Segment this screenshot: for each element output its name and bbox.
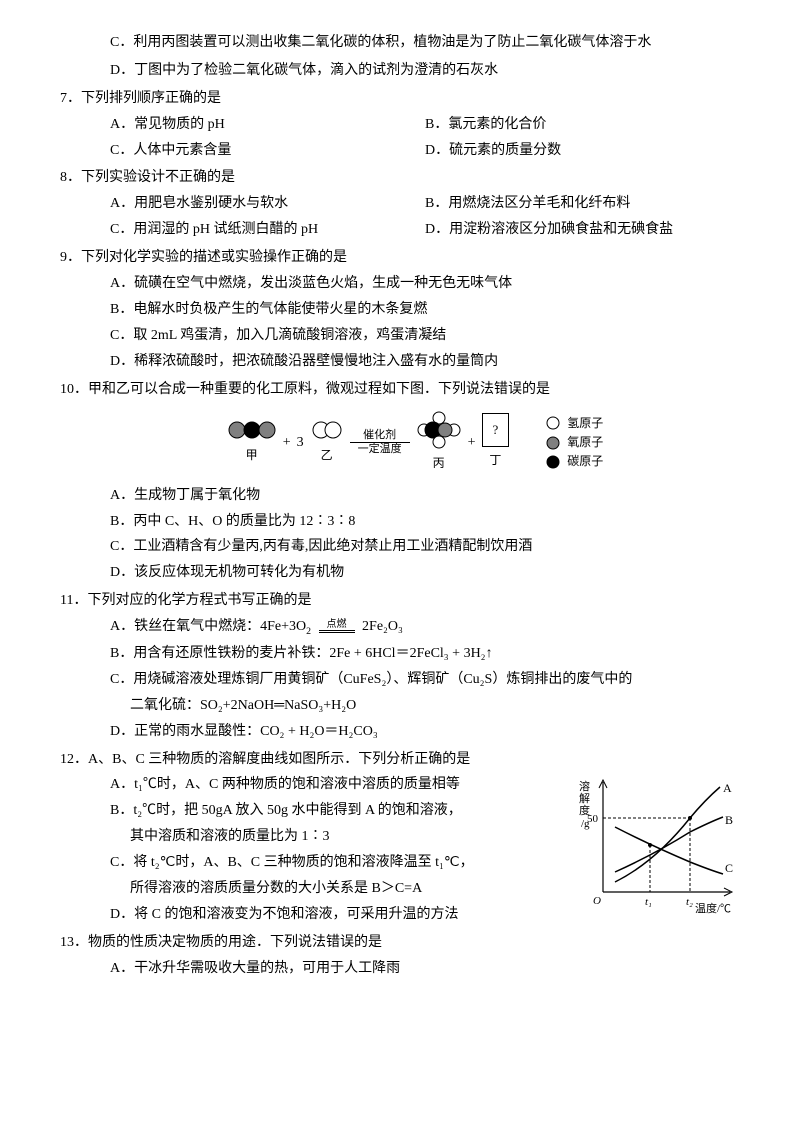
molecule-jia-icon (227, 418, 277, 442)
q13-stem: 13．物质的性质决定物质的用途．下列说法错误的是 (60, 930, 740, 956)
q9-b: B．电解水时负极产生的气体能使带火星的木条复燃 (60, 297, 740, 323)
question-11: 11．下列对应的化学方程式书写正确的是 A．铁丝在氧气中燃烧：4Fe+3O2 点… (60, 588, 740, 744)
svg-text:解: 解 (579, 791, 590, 805)
legend-h: 氢原子 (567, 414, 603, 433)
label-yi: 乙 (321, 444, 333, 466)
atom-legend: 氢原子 氧原子 碳原子 (545, 414, 603, 472)
q7-d: D．硫元素的质量分数 (425, 138, 740, 164)
q12-stem: 12．A、B、C 三种物质的溶解度曲线如图所示．下列分析正确的是 (60, 747, 740, 773)
q11-d: D．正常的雨水显酸性：CO₂ + H₂O＝H₂CO₃ (60, 719, 740, 745)
svg-text:C: C (725, 861, 733, 875)
molecule-yi-icon (310, 418, 344, 442)
label-jia: 甲 (246, 444, 258, 466)
q11-a: A．铁丝在氧气中燃烧：4Fe+3O2 点燃 2Fe₂O₃ (60, 614, 740, 641)
svg-text:温度/℃: 温度/℃ (695, 901, 731, 915)
q10-stem: 10．甲和乙可以合成一种重要的化工原料，微观过程如下图．下列说法错误的是 (60, 377, 740, 403)
q8-c: C．用润湿的 pH 试纸测白醋的 pH (110, 217, 425, 243)
h-atom-icon (545, 415, 561, 431)
coefficient-3: 3 (297, 430, 304, 456)
arrow-bot-label: 一定温度 (358, 443, 402, 456)
question-13: 13．物质的性质决定物质的用途．下列说法错误的是 A．干冰升华需吸收大量的热，可… (60, 930, 740, 982)
q13-a: A．干冰升华需吸收大量的热，可用于人工降雨 (60, 956, 740, 982)
q10-b: B．丙中 C、H、O 的质量比为 12∶3∶8 (60, 509, 740, 535)
q8-d: D．用淀粉溶液区分加碘食盐和无碘食盐 (425, 217, 740, 243)
svg-text:t₁: t₁ (645, 896, 652, 908)
q9-c: C．取 2mL 鸡蛋清，加入几滴硫酸铜溶液，鸡蛋清凝结 (60, 323, 740, 349)
q9-stem: 9．下列对化学实验的描述或实验操作正确的是 (60, 245, 740, 271)
reaction-arrow: 催化剂 一定温度 (350, 429, 410, 456)
question-8: 8．下列实验设计不正确的是 A．用肥皂水鉴别硬水与软水 B．用燃烧法区分羊毛和化… (60, 165, 740, 243)
q7-stem: 7．下列排列顺序正确的是 (60, 86, 740, 112)
c-atom-icon (545, 454, 561, 470)
q11-a-pre: A．铁丝在氧气中燃烧：4Fe+3O (110, 619, 306, 634)
q7-b: B．氯元素的化合价 (425, 112, 740, 138)
q9-d: D．稀释浓硫酸时，把浓硫酸沿器壁慢慢地注入盛有水的量筒内 (60, 349, 740, 375)
q11-stem: 11．下列对应的化学方程式书写正确的是 (60, 588, 740, 614)
molecule-bing-icon (416, 410, 462, 450)
question-10: 10．甲和乙可以合成一种重要的化工原料，微观过程如下图．下列说法错误的是 甲 +… (60, 377, 740, 587)
question-12: 12．A、B、C 三种物质的溶解度曲线如图所示．下列分析正确的是 溶 解 度 /… (60, 747, 740, 928)
option-c: C．利用丙图装置可以测出收集二氧化碳的体积，植物油是为了防止二氧化碳气体溶于水 (60, 30, 740, 56)
q10-a: A．生成物丁属于氧化物 (60, 483, 740, 509)
q7-c: C．人体中元素含量 (110, 138, 425, 164)
question-9: 9．下列对化学实验的描述或实验操作正确的是 A．硫磺在空气中燃烧，发出淡蓝色火焰… (60, 245, 740, 374)
legend-c: 碳原子 (567, 452, 603, 471)
q11-a-condition: 点燃 (327, 620, 347, 630)
plus-1: + (283, 430, 291, 456)
q11-b: B．用含有还原性铁粉的麦片补铁：2Fe + 6HCl＝2FeCl₃ + 3H₂↑ (60, 641, 740, 667)
question-7: 7．下列排列顺序正确的是 A．常见物质的 pH B．氯元素的化合价 C．人体中元… (60, 86, 740, 164)
legend-o: 氧原子 (567, 433, 603, 452)
svg-text:B: B (725, 813, 733, 827)
q10-c: C．工业酒精含有少量丙,丙有毒,因此绝对禁止用工业酒精配制饮用酒 (60, 534, 740, 560)
q11-c1: C．用烧碱溶液处理炼铜厂用黄铜矿（CuFeS₂）、辉铜矿（Cu₂S）炼铜排出的废… (60, 667, 740, 693)
o-atom-icon (545, 435, 561, 451)
option-d: D．丁图中为了检验二氧化碳气体，滴入的试剂为澄清的石灰水 (60, 58, 740, 84)
label-ding: 丁 (489, 449, 501, 471)
q10-d: D．该反应体现无机物可转化为有机物 (60, 560, 740, 586)
svg-text:50: 50 (587, 813, 599, 825)
svg-text:A: A (723, 781, 732, 795)
plus-2: + (468, 430, 476, 456)
q7-a: A．常见物质的 pH (110, 112, 425, 138)
arrow-top-label: 催化剂 (363, 429, 396, 442)
q10-diagram: 甲 + 3 乙 催化剂 一定温度 丙 (60, 410, 740, 474)
unknown-box: ? (482, 413, 510, 447)
svg-text:O: O (593, 895, 601, 907)
ylabel1: 溶 (579, 779, 590, 793)
q9-a: A．硫磺在空气中燃烧，发出淡蓝色火焰，生成一种无色无味气体 (60, 271, 740, 297)
q8-a: A．用肥皂水鉴别硬水与软水 (110, 191, 425, 217)
q11-c2: 二氧化硫：SO₂+2NaOH═NaSO₃+H₂O (60, 693, 740, 719)
label-bing: 丙 (433, 452, 445, 474)
solubility-chart: 溶 解 度 /g 50 A B C O t₁ t₂ (575, 772, 740, 927)
q8-b: B．用燃烧法区分羊毛和化纤布料 (425, 191, 740, 217)
svg-text:t₂: t₂ (686, 896, 693, 908)
q11-a-post: 2Fe₂O₃ (362, 619, 403, 634)
q8-stem: 8．下列实验设计不正确的是 (60, 165, 740, 191)
